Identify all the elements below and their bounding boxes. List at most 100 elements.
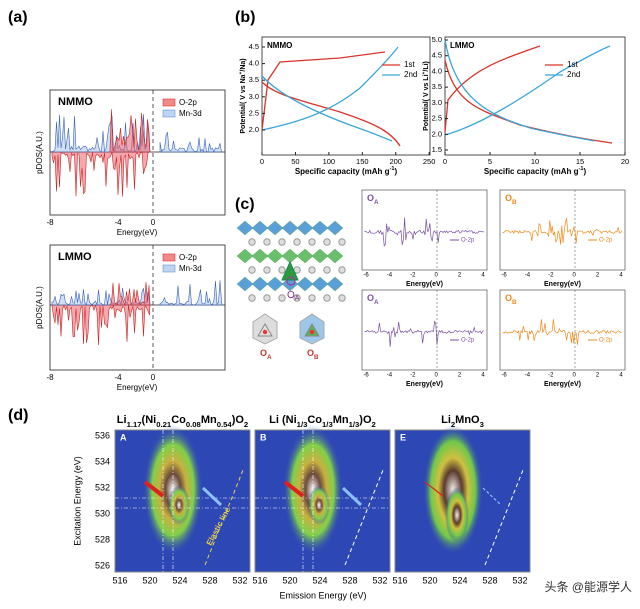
text-part: O (505, 293, 512, 303)
plot-frame (444, 36, 626, 156)
panel-label: (b) (235, 9, 255, 26)
atom (263, 238, 271, 246)
atom (308, 294, 316, 302)
text-part: Li (Ni (269, 414, 297, 426)
x-axis-label: Energy(eV) (117, 383, 158, 392)
x-tick-label: -2 (410, 273, 416, 279)
atom (278, 266, 286, 274)
x-tick-label: 520 (422, 575, 437, 585)
plot-title: NMMO (58, 96, 93, 108)
text-part: A (374, 299, 379, 306)
text-part: B (512, 299, 517, 306)
x-tick-label: -8 (46, 373, 54, 382)
dos-curve (364, 217, 484, 247)
atom (248, 266, 256, 274)
dos-curve (502, 319, 622, 345)
text-part: Specific capacity (mAh g (484, 167, 579, 176)
map-title: Li2MnO3 (441, 414, 484, 429)
y-tick-label: 2.5 (432, 114, 442, 123)
y-tick-label: 526 (95, 560, 110, 570)
dos-fill (51, 151, 151, 197)
octahedron (266, 276, 284, 292)
x-tick-label: -4 (114, 218, 122, 227)
octahedron (251, 248, 269, 264)
plot-frame (49, 244, 226, 371)
text-part: 3 (480, 420, 484, 429)
map-core (445, 487, 469, 543)
x-axis-label: Energy(eV) (406, 381, 443, 388)
atom (323, 238, 331, 246)
text-part: O (307, 348, 314, 358)
x-tick-label: 516 (252, 575, 267, 585)
map-core (308, 485, 330, 525)
y-tick-label: 536 (95, 430, 110, 440)
atom (338, 294, 346, 302)
x-tick-label: -6 (501, 373, 507, 379)
octahedron (311, 248, 329, 264)
y-tick-label: 3.5 (249, 75, 259, 84)
octahedron (236, 220, 254, 236)
x-tick-label: 0 (573, 373, 577, 379)
panel-label: (a) (8, 9, 28, 26)
text-part: 1.17 (127, 420, 142, 429)
text-part: 2 (451, 420, 455, 429)
panel-label: (c) (235, 196, 255, 213)
text-part: ) (395, 167, 398, 176)
text-part: Specific capacity (mAh g (295, 167, 390, 176)
map-core (168, 485, 190, 525)
text-part: 0.54 (217, 420, 233, 429)
text-part: Potential( V vs Li (423, 74, 430, 130)
dos-fill (159, 132, 223, 153)
x-tick-label: 2 (458, 273, 462, 279)
plot-title: NMMO (267, 41, 292, 50)
x-tick-label: -2 (410, 373, 416, 379)
atom (338, 238, 346, 246)
text-part: -1 (390, 166, 395, 172)
legend-label: Mn-3d (179, 264, 202, 273)
dos-curve (502, 217, 623, 245)
x-tick-label: 520 (142, 575, 157, 585)
site-label: OA (260, 348, 272, 361)
text-part: /Li) (423, 61, 430, 72)
text-part: (Ni (142, 414, 157, 426)
octahedron (311, 276, 329, 292)
curve (261, 75, 393, 142)
text-part: /Na) (240, 58, 247, 71)
text-part: + (422, 71, 427, 74)
octahedron (326, 276, 344, 292)
atom (263, 266, 271, 274)
atom (278, 294, 286, 302)
plot-title: OA (367, 293, 379, 306)
text-part: A (374, 199, 379, 206)
y-tick-label: 2.5 (249, 108, 259, 117)
x-tick-label: 528 (202, 575, 217, 585)
site-atom (286, 276, 296, 286)
text-part: 0.08 (186, 420, 202, 429)
curve (444, 45, 611, 136)
text-part: 1/3 (322, 420, 333, 429)
x-tick-label: -8 (46, 218, 54, 227)
atom (248, 238, 256, 246)
atom (338, 266, 346, 274)
octahedron (251, 276, 269, 292)
atom (248, 294, 256, 302)
y-tick-label: 534 (95, 456, 110, 466)
x-tick-label: -2 (548, 273, 554, 279)
octahedron (251, 220, 269, 236)
x-axis-label: Energy(eV) (117, 228, 158, 237)
legend-label: Mn-3d (179, 109, 202, 118)
plot-title: OB (505, 293, 517, 306)
octahedron (296, 248, 314, 264)
x-tick-label: 4 (619, 273, 623, 279)
site-label: OB (307, 348, 319, 361)
y-tick-label: 528 (95, 534, 110, 544)
text-part: )O (232, 414, 245, 426)
legend-label: O-2p (179, 98, 197, 107)
y-axis-label: Potential( V vs Na+/Na) (239, 58, 247, 133)
octahedron (266, 248, 284, 264)
watermark: 头条 @能源学人 (544, 579, 632, 594)
x-axis-label: Specific capacity (mAh g-1) (295, 166, 398, 176)
x-tick-label: 524 (172, 575, 187, 585)
x-tick-label: 2 (458, 373, 462, 379)
map-letter: B (260, 432, 267, 442)
